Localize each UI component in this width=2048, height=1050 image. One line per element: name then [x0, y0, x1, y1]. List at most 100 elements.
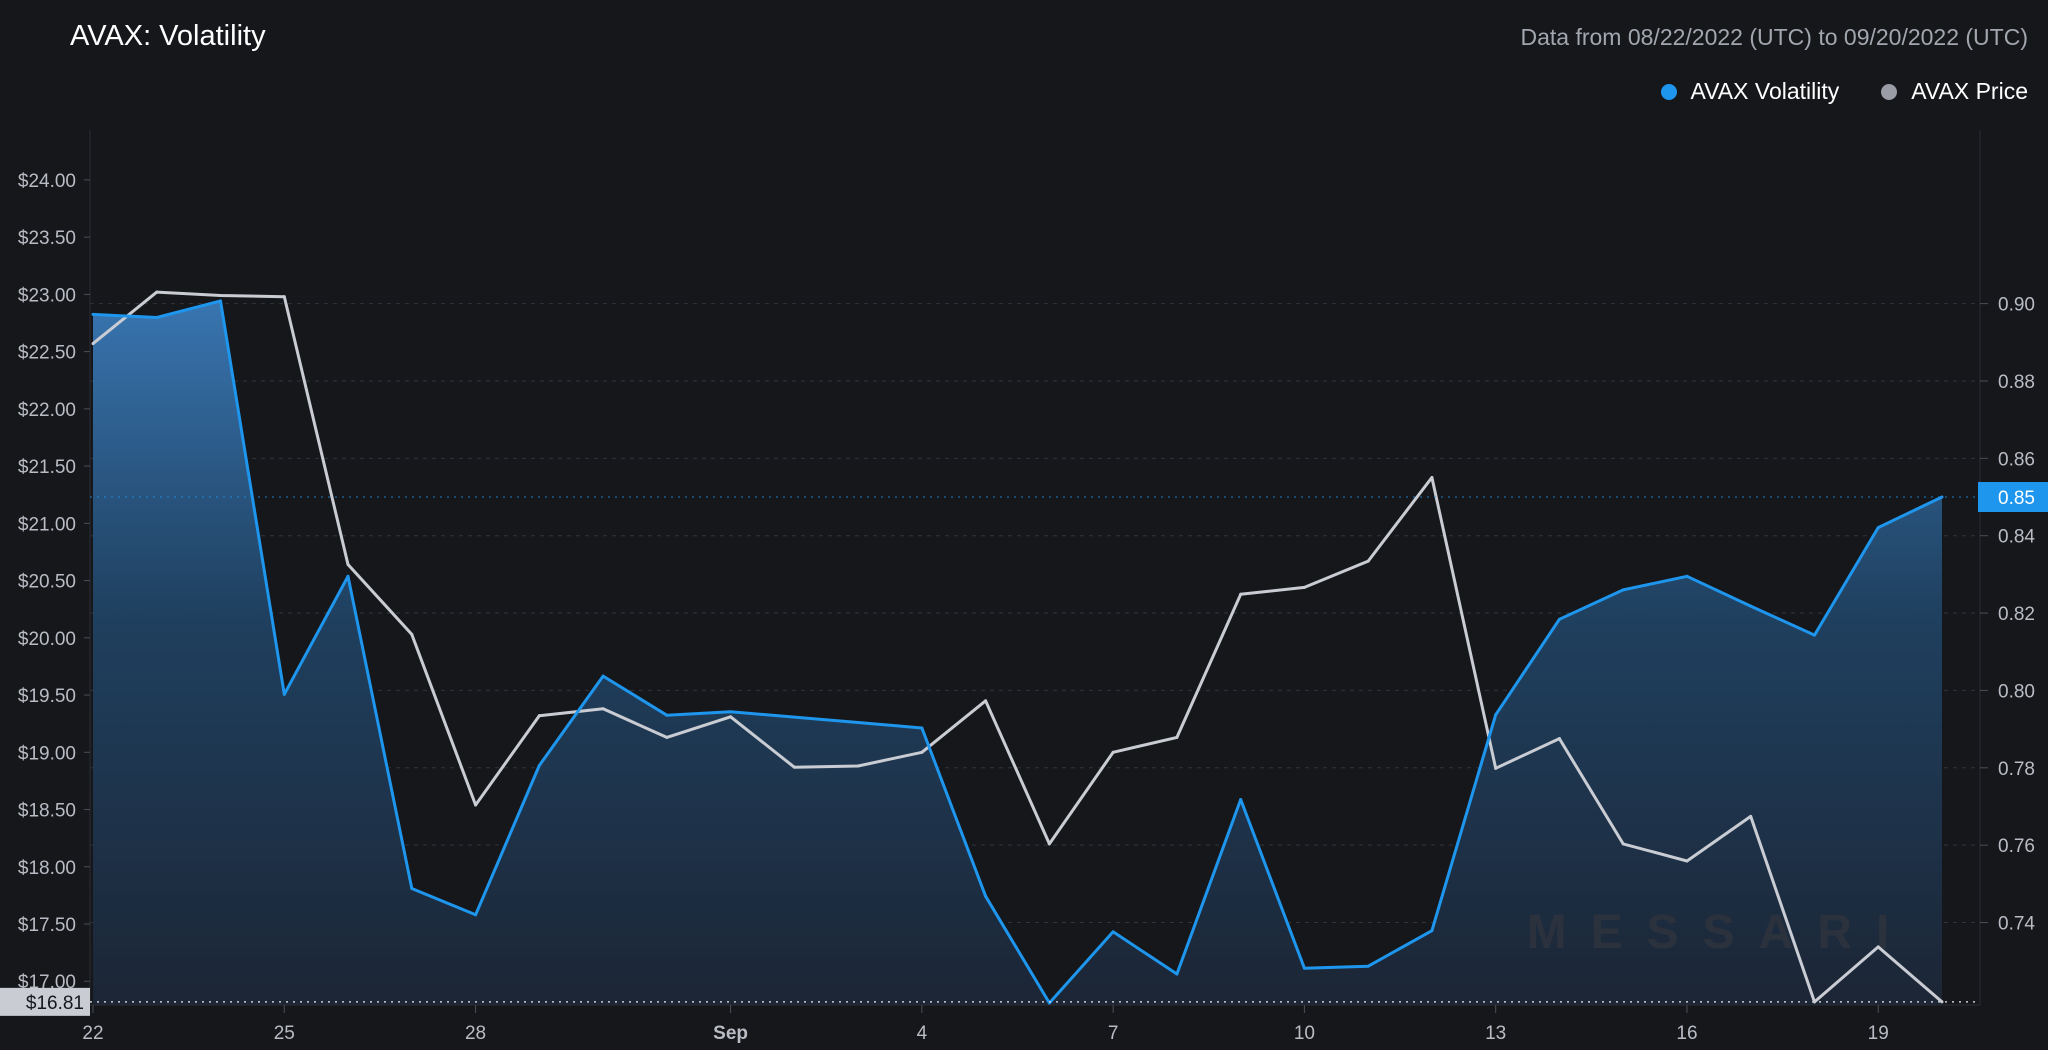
volatility-point — [729, 710, 733, 714]
price-current-label: $16.81 — [26, 993, 84, 1014]
right-tick-label: 0.82 — [1998, 604, 2035, 625]
volatility-point — [91, 312, 95, 316]
left-tick-label: $21.00 — [18, 514, 76, 535]
price-point — [1430, 476, 1434, 480]
volatility-line — [92, 299, 1943, 1005]
price-point — [1047, 842, 1051, 846]
price-point — [1749, 814, 1753, 818]
volatility-point — [537, 763, 541, 767]
legend-item-volatility[interactable]: AVAX Volatility — [1660, 78, 1839, 105]
price-point — [219, 294, 223, 298]
price-point — [1175, 735, 1179, 739]
price-point — [1494, 766, 1498, 770]
volatility-point — [665, 713, 669, 717]
series-lines — [91, 290, 1944, 1005]
left-tick-label: $21.50 — [18, 457, 76, 478]
volatility-point — [856, 721, 860, 725]
volatility-point — [346, 574, 350, 578]
volatility-point — [1876, 526, 1880, 530]
volatility-point — [1239, 798, 1243, 802]
left-tick-label: $24.00 — [18, 171, 76, 192]
left-tick-label: $23.50 — [18, 228, 76, 249]
price-point — [1111, 750, 1115, 754]
price-point — [1685, 859, 1689, 863]
legend: AVAX Volatility AVAX Price — [1660, 78, 2028, 105]
legend-item-price[interactable]: AVAX Price — [1881, 78, 2028, 105]
price-point — [1239, 592, 1243, 596]
volatility-point — [155, 316, 159, 320]
price-point — [984, 699, 988, 703]
price-point — [1876, 945, 1880, 949]
price-point — [346, 563, 350, 567]
price-point — [155, 290, 159, 294]
x-tick-label: 10 — [1294, 1023, 1315, 1044]
volatility-point — [1494, 713, 1498, 717]
x-tick-label: 7 — [1108, 1023, 1119, 1044]
right-tick-label: 0.84 — [1998, 527, 2035, 548]
volatility-point — [282, 692, 286, 696]
volatility-point — [1685, 574, 1689, 578]
x-tick-label: 25 — [274, 1023, 295, 1044]
right-tick-label: 0.80 — [1998, 681, 2035, 702]
left-tick-label: $17.50 — [18, 915, 76, 936]
volatility-point — [1621, 588, 1625, 592]
x-tick-label: 28 — [465, 1023, 486, 1044]
volatility-point — [1557, 617, 1561, 621]
volatility-area — [93, 300, 1942, 1005]
price-point — [729, 715, 733, 719]
left-tick-label: $18.00 — [18, 858, 76, 879]
x-tick-label: 16 — [1676, 1023, 1697, 1044]
volatility-current-label: 0.85 — [1998, 488, 2035, 509]
volatility-point — [1940, 495, 1944, 499]
price-point — [282, 295, 286, 299]
right-tick-label: 0.76 — [1998, 836, 2035, 857]
volatility-point — [1430, 929, 1434, 933]
volatility-point — [601, 674, 605, 678]
volatility-point — [920, 726, 924, 730]
price-point — [537, 714, 541, 718]
legend-label-price: AVAX Price — [1911, 78, 2028, 104]
left-tick-label: $18.50 — [18, 801, 76, 822]
price-point — [474, 803, 478, 807]
volatility-current-badge — [1978, 482, 2048, 513]
volatility-point — [219, 299, 223, 303]
left-tick-label: $19.00 — [18, 743, 76, 764]
axes: $17.00$17.50$18.00$18.50$19.00$19.50$20.… — [0, 130, 2048, 1044]
price-line — [92, 290, 1943, 1004]
x-tick-label: Sep — [713, 1023, 748, 1044]
volatility-point — [1302, 966, 1306, 970]
volatility-point — [1749, 604, 1753, 608]
price-point — [601, 707, 605, 711]
price-current-badge — [0, 987, 90, 1016]
volatility-point — [1366, 964, 1370, 968]
volatility-point — [984, 894, 988, 898]
price-point — [1366, 559, 1370, 563]
left-tick-label: $23.00 — [18, 285, 76, 306]
price-legend-dot-icon — [1881, 83, 1898, 100]
price-point — [665, 735, 669, 739]
watermark: MESSARI — [1527, 906, 1914, 959]
left-tick-label: $20.50 — [18, 572, 76, 593]
left-tick-label: $22.00 — [18, 400, 76, 421]
price-point — [91, 342, 95, 346]
x-tick-label: 19 — [1868, 1023, 1889, 1044]
volatility-point — [1111, 930, 1115, 934]
price-point — [920, 750, 924, 754]
price-point — [792, 765, 796, 769]
x-tick-label: 4 — [917, 1023, 928, 1044]
volatility-legend-dot-icon — [1660, 83, 1677, 100]
right-tick-label: 0.86 — [1998, 449, 2035, 470]
price-point — [1621, 842, 1625, 846]
price-point — [1557, 737, 1561, 741]
x-tick-label: 13 — [1485, 1023, 1506, 1044]
price-point — [1940, 1000, 1944, 1004]
price-point — [856, 764, 860, 768]
volatility-point — [792, 715, 796, 719]
left-tick-label: $22.50 — [18, 343, 76, 364]
right-tick-label: 0.88 — [1998, 372, 2035, 393]
date-range: Data from 08/22/2022 (UTC) to 09/20/2022… — [1520, 24, 2028, 50]
volatility-area-fill — [93, 300, 1942, 1005]
right-tick-label: 0.74 — [1998, 914, 2035, 935]
left-tick-label: $20.00 — [18, 629, 76, 650]
